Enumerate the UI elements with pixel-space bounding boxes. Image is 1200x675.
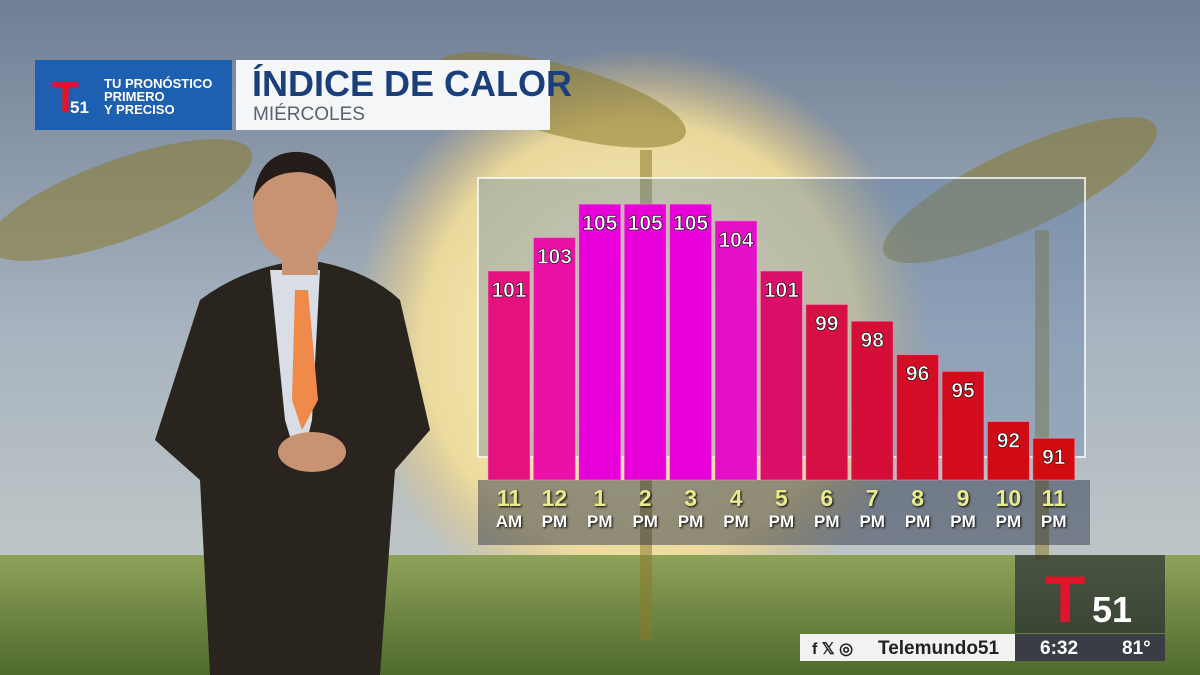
value-label: 98 (861, 329, 885, 352)
value-label: 105 (673, 212, 708, 235)
brand-box (35, 60, 232, 130)
title-box (236, 60, 550, 130)
bar (805, 303, 849, 481)
x-tick-label: 4 PM (723, 485, 749, 532)
value-label: 105 (582, 212, 617, 235)
x-tick-label: 12 PM (541, 485, 568, 532)
tagline: PRIMERO (104, 89, 165, 104)
bar (487, 270, 531, 481)
x-tick-label: 9 PM (950, 485, 976, 532)
clock: 6:32 (1040, 638, 1078, 659)
label-band (478, 480, 1090, 545)
ticker-social (800, 634, 1015, 661)
bar (1032, 437, 1076, 481)
value-label: 101 (491, 279, 526, 302)
temperature: 81° (1122, 638, 1151, 659)
bar (578, 203, 622, 481)
bar (714, 220, 758, 481)
x-tick-label: 11 PM (1041, 485, 1067, 532)
bar (986, 420, 1030, 481)
bar (896, 354, 940, 481)
x-tick-label: 1 PM (587, 485, 613, 532)
value-label: 103 (537, 246, 572, 269)
chart-subtitle: MIÉRCOLES (253, 104, 365, 125)
x-tick-label: 8 PM (904, 485, 931, 532)
x-tick-label: 11 AM (495, 485, 523, 532)
bar (850, 320, 894, 481)
value-label: 99 (815, 312, 838, 335)
handle: Telemundo51 (878, 638, 999, 659)
logo-number: 51 (70, 98, 89, 117)
x-tick-label: 10 PM (995, 485, 1022, 532)
x-tick-label: 7 PM (859, 485, 885, 532)
presenter (155, 151, 430, 675)
logo-number: 51 (1092, 589, 1132, 630)
value-label: 91 (1042, 446, 1066, 469)
x-tick-label: 5 PM (768, 485, 795, 532)
x-tick-label: 6 PM (814, 485, 840, 532)
tagline: TU PRONÓSTICO (104, 76, 212, 91)
logo-t: T (1045, 562, 1085, 636)
value-label: 104 (718, 229, 753, 252)
value-label: 95 (951, 379, 975, 402)
social-icons: f 𝕏 ◎ (812, 641, 853, 658)
logo-box (1015, 555, 1165, 633)
bar (532, 237, 576, 481)
bar (759, 270, 803, 481)
bar (623, 203, 667, 481)
ticker-info (1015, 634, 1165, 661)
bar (941, 370, 985, 481)
x-tick-label: 2 PM (632, 485, 658, 532)
x-tick-label: 3 PM (677, 485, 704, 532)
bar (669, 203, 713, 481)
value-label: 101 (764, 279, 799, 302)
value-label: 92 (997, 429, 1020, 452)
value-label: 96 (906, 363, 929, 386)
chart-title: ÍNDICE DE CALOR (252, 63, 572, 104)
value-label: 105 (628, 212, 663, 235)
tagline: Y PRECISO (104, 102, 175, 117)
logo-t: T (52, 73, 79, 122)
